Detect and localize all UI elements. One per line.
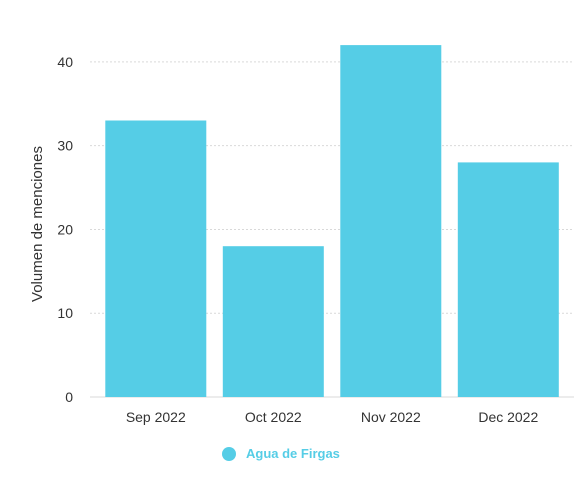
y-tick-label: 20 (57, 221, 73, 237)
bar-nov-2022[interactable] (340, 45, 442, 397)
y-tick-label: 10 (57, 305, 73, 321)
y-axis-ticks: 0 10 20 30 40 (57, 54, 73, 405)
y-tick-label: 30 (57, 138, 73, 154)
bar-dec-2022[interactable] (457, 162, 559, 397)
legend[interactable]: Agua de Firgas (222, 446, 340, 461)
x-tick-label: Nov 2022 (361, 409, 421, 425)
y-tick-label: 0 (65, 389, 73, 405)
x-tick-label: Sep 2022 (126, 409, 186, 425)
y-axis-title: Volumen de menciones (29, 146, 46, 302)
x-axis-ticks: Sep 2022 Oct 2022 Nov 2022 Dec 2022 (126, 409, 539, 425)
bar-oct-2022[interactable] (222, 246, 324, 397)
legend-label-agua-de-firgas: Agua de Firgas (246, 446, 340, 461)
legend-marker (222, 446, 236, 461)
bar-sep-2022[interactable] (105, 120, 207, 398)
y-tick-label: 40 (57, 54, 73, 70)
x-tick-label: Dec 2022 (478, 409, 538, 425)
x-tick-label: Oct 2022 (245, 409, 302, 425)
bars (105, 45, 559, 397)
